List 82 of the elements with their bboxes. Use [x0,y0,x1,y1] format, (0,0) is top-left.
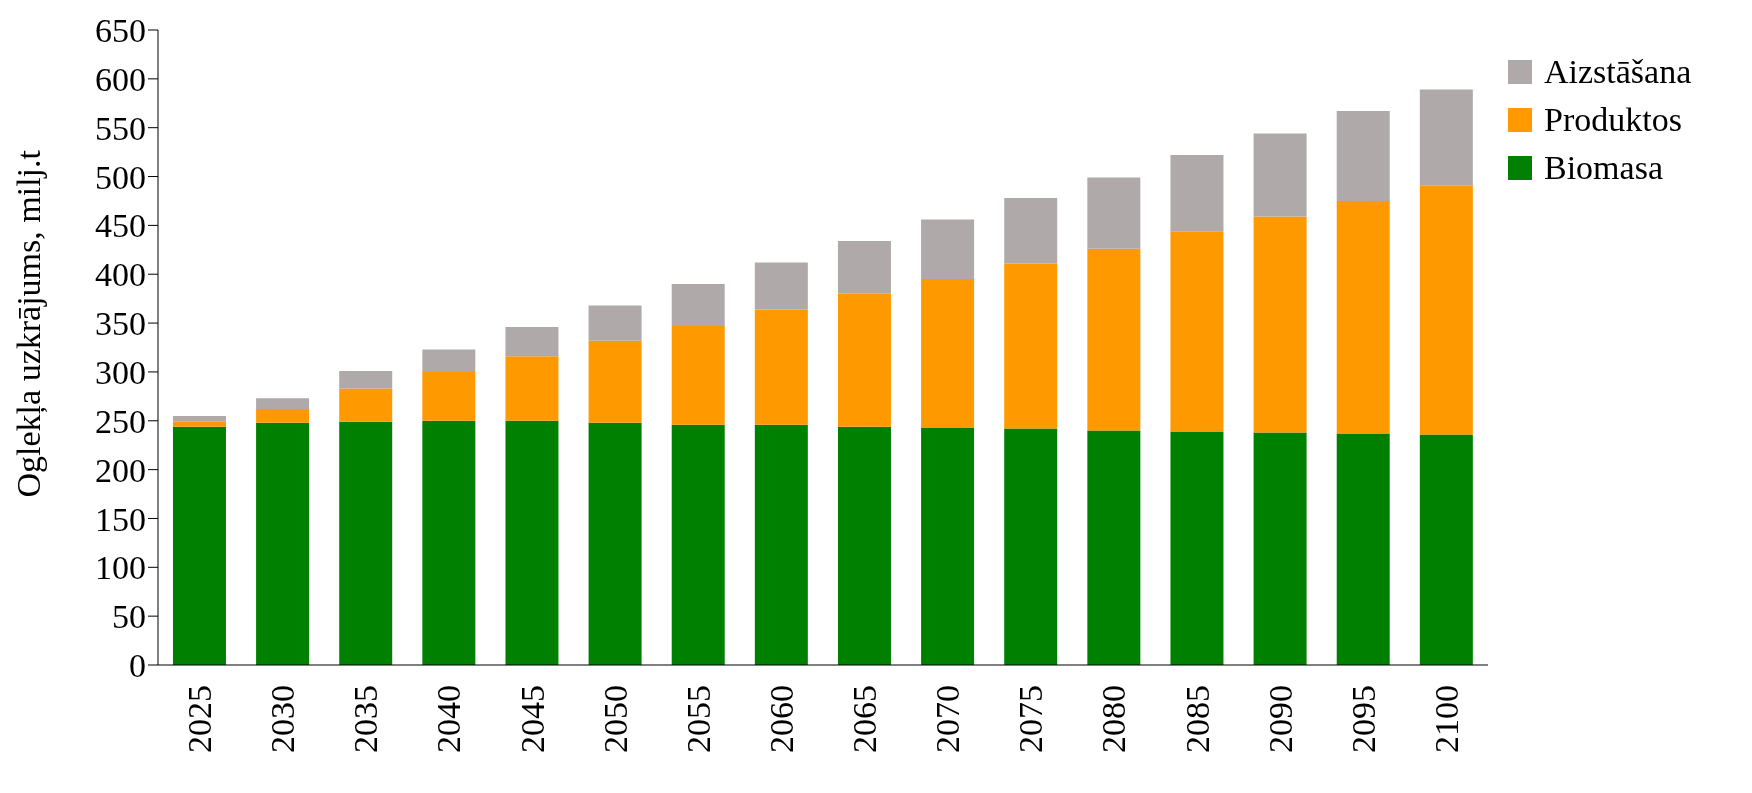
bar [256,409,310,423]
bar [339,370,393,389]
bar [1253,133,1307,217]
bar [422,420,476,665]
legend-label: Aizstāšana [1544,53,1692,91]
bar [1253,432,1307,665]
y-tick-label: 200 [95,451,146,489]
bar [1087,248,1141,431]
bar [1170,231,1224,432]
x-tick-label: 2090 [1261,685,1299,753]
y-tick-label: 400 [95,256,146,294]
bar [256,398,310,410]
bar [1253,216,1307,433]
y-tick-label: 100 [95,549,146,587]
bar [1087,177,1141,249]
bar [671,326,725,425]
y-tick-label: 650 [95,12,146,50]
bar [1004,428,1058,665]
x-tick-label: 2095 [1344,685,1382,753]
x-tick-label: 2055 [679,685,717,753]
bar [837,293,891,427]
legend-label: Biomasa [1544,149,1663,187]
x-tick-label: 2070 [929,685,967,753]
y-tick-label: 350 [95,305,146,343]
bar [1336,433,1390,665]
x-tick-label: 2045 [513,685,551,753]
bar [1004,263,1058,429]
bar [837,241,891,294]
x-tick-label: 2050 [596,685,634,753]
y-tick-label: 50 [112,598,146,636]
x-tick-label: 2080 [1095,685,1133,753]
x-tick-label: 2035 [347,685,385,753]
bar [1336,200,1390,434]
bar [1004,198,1058,264]
bar [1170,431,1224,665]
bar [505,356,559,421]
bar [588,422,642,665]
bar [256,422,310,665]
y-tick-label: 550 [95,109,146,147]
y-tick-label: 450 [95,207,146,245]
y-tick-label: 600 [95,60,146,98]
y-tick-label: 500 [95,158,146,196]
bar [339,421,393,665]
y-axis-title: Oglekļa uzkrājums, milj.t [10,149,49,498]
bar [921,427,975,665]
x-tick-label: 2025 [181,685,219,753]
bar [1087,430,1141,665]
bar [505,326,559,357]
y-tick-label: 300 [95,353,146,391]
bar [754,262,808,310]
bar [921,219,975,280]
bar [837,426,891,665]
bar [1419,185,1473,435]
bar [172,421,226,427]
legend-label: Produktos [1544,101,1682,139]
bar [1419,89,1473,186]
x-tick-label: 2100 [1427,685,1465,753]
bar [754,309,808,425]
bar [505,420,559,665]
bar [422,371,476,421]
y-tick-label: 150 [95,500,146,538]
bar [588,305,642,341]
x-tick-label: 2030 [264,685,302,753]
bar [671,284,725,327]
bar [339,388,393,422]
bar [172,426,226,665]
bar [588,340,642,423]
bar [422,349,476,372]
bar [671,424,725,665]
x-tick-label: 2085 [1178,685,1216,753]
x-tick-label: 2060 [762,685,800,753]
bar [1336,111,1390,201]
x-tick-label: 2065 [846,685,884,753]
y-tick-label: 250 [95,402,146,440]
y-tick-label: 0 [129,647,146,685]
bar [1419,434,1473,665]
bar [1170,155,1224,232]
bar [754,424,808,665]
x-tick-label: 2040 [430,685,468,753]
bar [172,415,226,422]
x-tick-label: 2075 [1012,685,1050,753]
bar [921,279,975,428]
